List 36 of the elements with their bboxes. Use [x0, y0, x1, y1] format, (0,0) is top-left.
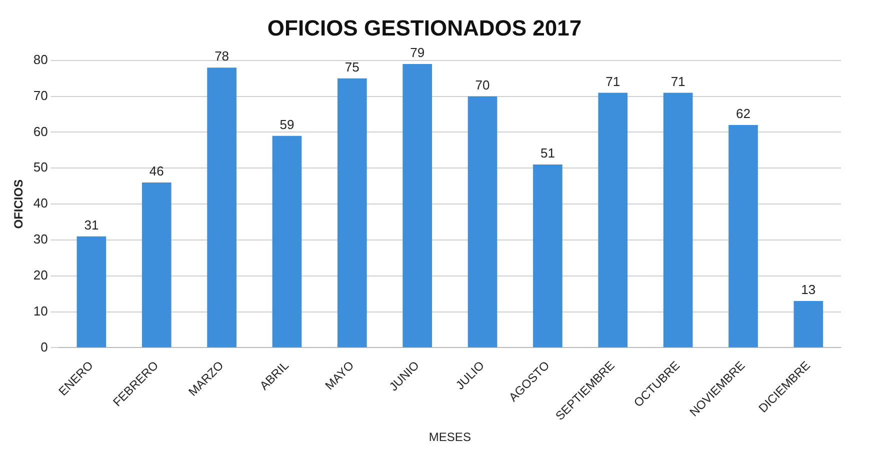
bar: [142, 182, 172, 348]
y-tick-label: 60: [33, 124, 48, 139]
bar: [402, 64, 432, 348]
data-label: 70: [475, 77, 490, 92]
chart-title: OFICIOS GESTIONADOS 2017: [267, 15, 582, 40]
bar: [533, 164, 562, 348]
bar: [728, 125, 758, 348]
y-tick-label: 80: [33, 52, 48, 67]
bar: [207, 68, 236, 348]
y-tick-label: 0: [40, 339, 48, 354]
data-label: 59: [280, 116, 294, 132]
bar: [598, 92, 628, 348]
bar: [468, 96, 498, 348]
y-tick-label: 10: [33, 303, 48, 318]
y-tick-label: 20: [33, 267, 48, 282]
bar: [663, 92, 693, 348]
data-label: 46: [149, 164, 164, 179]
y-tick-label: 40: [33, 196, 48, 211]
y-axis-title: OFICIOS: [12, 179, 26, 229]
data-label: 79: [410, 45, 425, 60]
data-label: 13: [801, 282, 816, 298]
data-label: 71: [670, 74, 686, 89]
y-tick-label: 70: [33, 88, 48, 103]
data-label: 75: [344, 59, 360, 74]
data-label: 51: [540, 146, 555, 161]
bar: [794, 301, 824, 348]
data-label: 71: [606, 74, 620, 89]
y-tick-label: 30: [33, 232, 48, 247]
bar: [272, 136, 302, 348]
bar: [76, 236, 106, 348]
y-tick-label: 50: [33, 160, 48, 175]
data-label: 78: [214, 48, 230, 64]
bar: [338, 78, 367, 348]
x-axis-title: MESES: [428, 430, 471, 444]
data-label: 62: [736, 106, 750, 122]
data-label: 31: [84, 217, 99, 232]
